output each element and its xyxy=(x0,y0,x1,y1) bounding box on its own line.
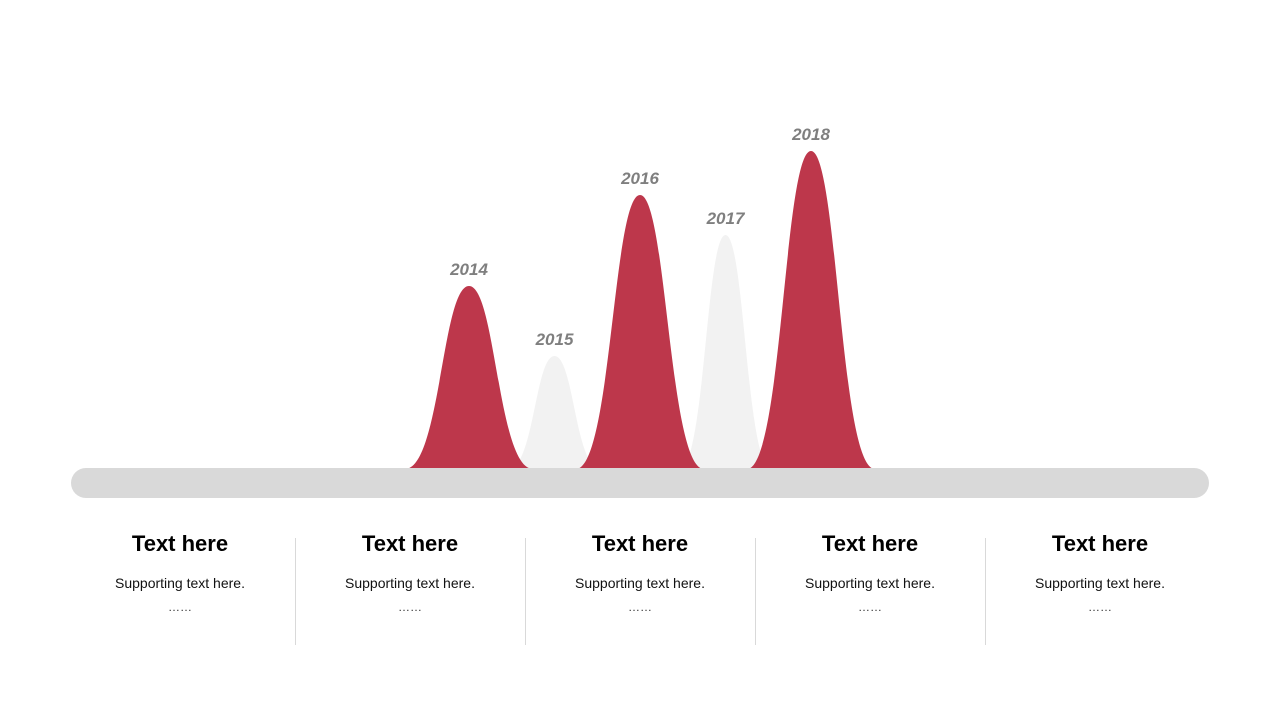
info-column: Text here Supporting text here. …… xyxy=(985,525,1215,616)
peak-2018 xyxy=(747,151,875,469)
column-subtitle: Supporting text here. xyxy=(575,575,705,591)
column-subtitle: Supporting text here. xyxy=(1035,575,1165,591)
column-dots: …… xyxy=(858,600,882,614)
info-column: Text here Supporting text here. …… xyxy=(755,525,985,616)
column-subtitle: Supporting text here. xyxy=(345,575,475,591)
year-label: 2015 xyxy=(535,330,574,349)
divider xyxy=(755,538,756,645)
column-title: Text here xyxy=(361,531,459,556)
info-column: Text here Supporting text here. …… xyxy=(295,525,525,616)
column-subtitle: Supporting text here. xyxy=(805,575,935,591)
column-title: Text here xyxy=(821,531,919,556)
column-dots: …… xyxy=(168,600,192,614)
column-subtitle: Supporting text here. xyxy=(115,575,245,591)
column-title: Text here xyxy=(591,531,689,556)
peak-2014 xyxy=(405,286,533,469)
baseline-bar xyxy=(71,468,1209,498)
divider xyxy=(295,538,296,645)
year-label: 2014 xyxy=(449,260,488,279)
peak-2015 xyxy=(508,356,601,469)
column-title: Text here xyxy=(1051,531,1149,556)
divider xyxy=(525,538,526,645)
peak-2016 xyxy=(576,195,704,469)
peak-2017 xyxy=(679,235,772,469)
info-column: Text here Supporting text here. …… xyxy=(525,525,755,616)
year-label: 2018 xyxy=(791,125,830,144)
year-label: 2016 xyxy=(620,169,659,188)
bell-chart: 2014 2015 2016 2017 2018 xyxy=(71,125,1209,498)
divider xyxy=(985,538,986,645)
column-title: Text here xyxy=(131,531,229,556)
column-dots: …… xyxy=(1088,600,1112,614)
info-column: Text here Supporting text here. …… xyxy=(65,525,295,616)
column-dots: …… xyxy=(628,600,652,614)
column-dots: …… xyxy=(398,600,422,614)
year-label: 2017 xyxy=(706,209,746,228)
